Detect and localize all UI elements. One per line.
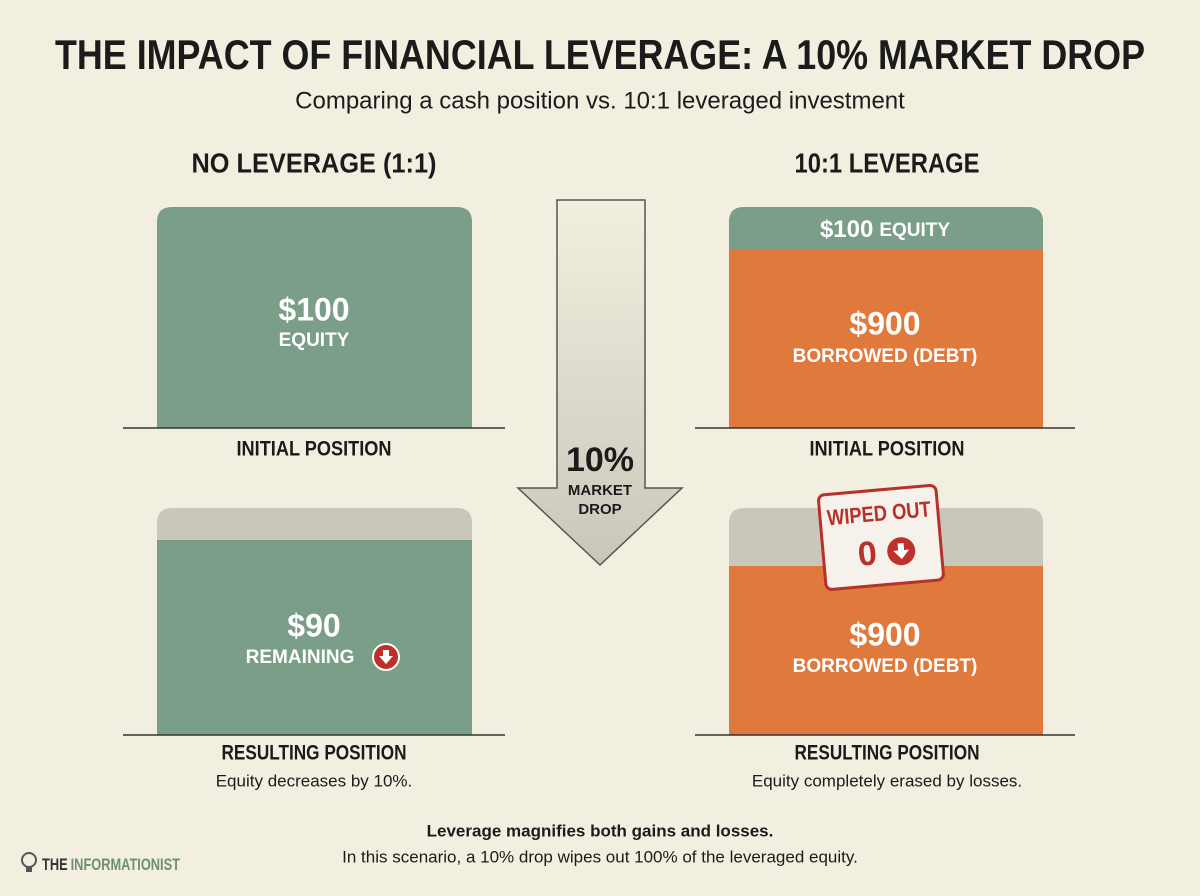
amount: $100 <box>820 216 873 243</box>
amount-label: EQUITY <box>879 220 950 241</box>
brand: THEINFORMATIONIST <box>42 855 180 874</box>
debt-block <box>729 566 1043 735</box>
footer-text: In this scenario, a 10% drop wipes out 1… <box>342 847 858 866</box>
lost-area <box>157 508 472 540</box>
brand-prefix: THE <box>42 855 68 874</box>
debt-block <box>729 207 1043 428</box>
amount: $900 <box>849 305 920 341</box>
equity-block <box>729 207 1043 250</box>
down-icon-arrow <box>893 542 910 560</box>
equity-block <box>157 207 472 428</box>
wiped-stamp: WIPED OUT 0 <box>817 483 945 591</box>
drop-label: MARKET <box>568 482 632 499</box>
drop-label: DROP <box>578 501 621 518</box>
caption: INITIAL POSITION <box>237 438 392 461</box>
footer-headline: Leverage magnifies both gains and losses… <box>427 821 774 840</box>
amount: $900 <box>849 616 920 652</box>
equity-text: $100 EQUITY <box>820 216 950 243</box>
note: Equity completely erased by losses. <box>752 771 1022 790</box>
amount: $100 <box>278 291 349 327</box>
note: Equity decreases by 10%. <box>216 771 413 790</box>
column-heading: 10:1 LEVERAGE <box>795 147 980 178</box>
caption: RESULTING POSITION <box>795 742 980 765</box>
brand-logo: THEINFORMATIONIST <box>21 852 180 874</box>
drop-arrow <box>516 199 684 567</box>
amount-label: BORROWED (DEBT) <box>793 656 978 677</box>
amount: $90 <box>287 607 340 643</box>
equity-block <box>157 540 472 735</box>
amount-label: BORROWED (DEBT) <box>793 346 978 367</box>
amount-label: REMAINING <box>246 647 355 668</box>
stamp-value: 0 <box>856 534 878 574</box>
stamp-frame <box>817 483 945 591</box>
brand-name: INFORMATIONIST <box>71 855 181 874</box>
caption: INITIAL POSITION <box>810 438 965 461</box>
caption: RESULTING POSITION <box>222 742 407 765</box>
subtitle: Comparing a cash position vs. 10:1 lever… <box>295 87 905 114</box>
drop-percent: 10% <box>566 441 634 479</box>
amount-label: EQUITY <box>279 330 350 351</box>
down-icon-arrow <box>379 650 393 664</box>
column-heading: NO LEVERAGE (1:1) <box>192 147 437 178</box>
bulb-base <box>26 867 32 872</box>
title: THE IMPACT OF FINANCIAL LEVERAGE: A 10% … <box>55 31 1145 78</box>
